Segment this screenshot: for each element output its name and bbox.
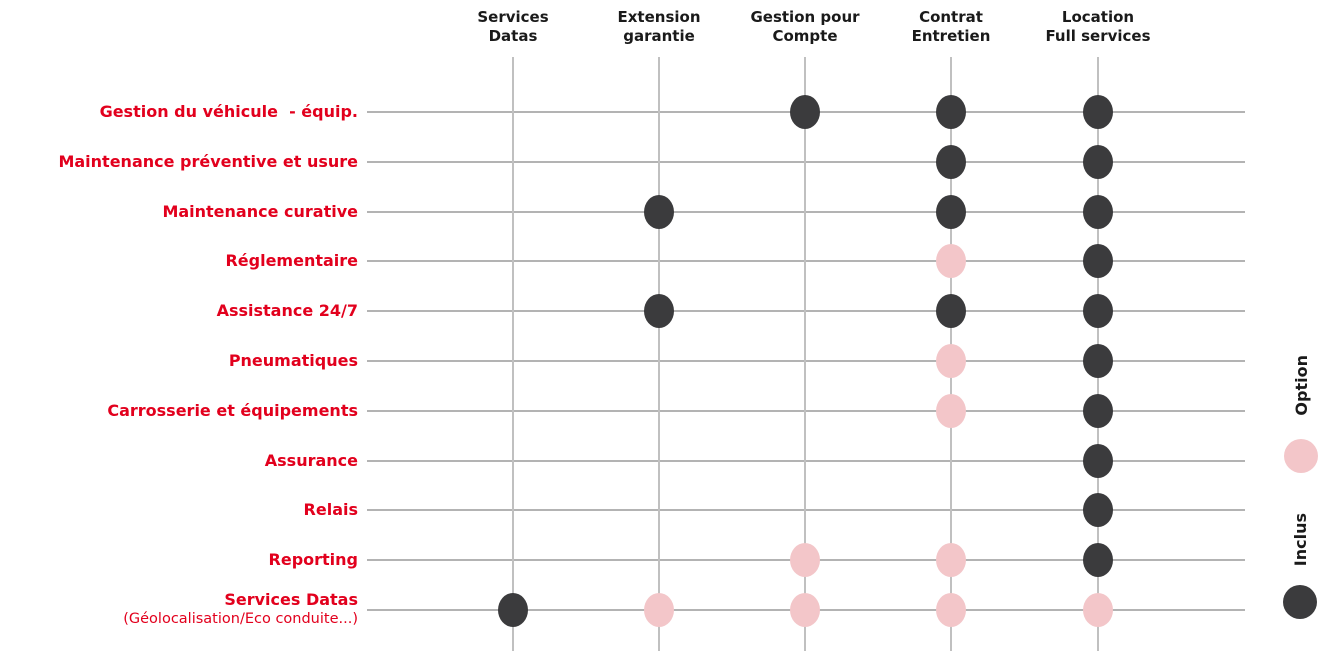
column-header-line: garantie	[623, 27, 695, 45]
row-label-text: Services Datas	[224, 590, 358, 609]
row-label: Assurance	[264, 451, 358, 470]
grid-line-vertical	[512, 57, 514, 651]
matrix-dot-inclus	[936, 95, 966, 129]
row-label: Maintenance préventive et usure	[58, 152, 358, 171]
row-label: Pneumatiques	[228, 351, 358, 370]
row-label: Reporting	[268, 550, 358, 569]
column-header-line: Full services	[1045, 27, 1151, 45]
grid-line-horizontal	[367, 460, 1245, 462]
row-label: Services Datas (Géolocalisation/Eco condu…	[0, 589, 358, 629]
matrix-dot-inclus	[790, 95, 820, 129]
row-sublabel-text: (Géolocalisation/Eco conduite...)	[123, 611, 358, 627]
row-label: Gestion du véhicule - équip.	[99, 102, 358, 121]
column-header-line: Entretien	[911, 27, 991, 45]
row-label: Réglementaire	[225, 251, 358, 270]
matrix-dot-inclus	[1083, 145, 1113, 179]
matrix-dot-option	[936, 543, 966, 577]
grid-line-horizontal	[367, 360, 1245, 362]
grid-line-vertical	[804, 57, 806, 651]
grid-line-horizontal	[367, 410, 1245, 412]
row-label: Carrosserie et équipements	[107, 401, 358, 420]
matrix-dot-inclus	[1083, 195, 1113, 229]
matrix-dot-inclus	[1083, 344, 1113, 378]
column-header: Services Datas	[428, 8, 598, 46]
column-header-line: Services	[477, 8, 549, 26]
matrix-dot-inclus	[936, 294, 966, 328]
matrix-dot-inclus	[1083, 394, 1113, 428]
column-header: Location Full services	[1013, 8, 1183, 46]
matrix-dot-inclus	[936, 195, 966, 229]
grid-line-horizontal	[367, 509, 1245, 511]
grid-line-vertical	[658, 57, 660, 651]
column-header-line: Contrat	[919, 8, 983, 26]
matrix-dot-inclus	[1083, 444, 1113, 478]
column-header: Gestion pour Compte	[720, 8, 890, 46]
matrix-dot-inclus	[1083, 95, 1113, 129]
legend-option-dot	[1284, 439, 1318, 473]
column-header-line: Location	[1061, 8, 1135, 26]
matrix-dot-option	[790, 593, 820, 627]
matrix-dot-option	[936, 344, 966, 378]
matrix-dot-inclus	[1083, 493, 1113, 527]
column-header-line: Extension	[617, 8, 701, 26]
column-header-line: Gestion pour	[750, 8, 860, 26]
matrix-dot-inclus	[1083, 543, 1113, 577]
legend-inclus-label: Inclus	[1291, 513, 1310, 567]
column-header-line: Compte	[772, 27, 838, 45]
legend-option-label: Option	[1292, 355, 1311, 416]
column-header: Contrat Entretien	[866, 8, 1036, 46]
row-label: Relais	[303, 500, 358, 519]
matrix-dot-inclus	[644, 294, 674, 328]
matrix-dot-inclus	[498, 593, 528, 627]
matrix-dot-option	[644, 593, 674, 627]
column-header: Extension garantie	[574, 8, 744, 46]
matrix-dot-option	[936, 244, 966, 278]
matrix-dot-option	[936, 593, 966, 627]
matrix-dot-option	[790, 543, 820, 577]
row-label: Assistance 24/7	[216, 301, 358, 320]
matrix-dot-inclus	[1083, 294, 1113, 328]
column-header-line: Datas	[488, 27, 538, 45]
grid-line-horizontal	[367, 260, 1245, 262]
row-label: Maintenance curative	[162, 202, 358, 221]
matrix-dot-inclus	[644, 195, 674, 229]
matrix-dot-option	[936, 394, 966, 428]
matrix-dot-inclus	[936, 145, 966, 179]
grid-line-horizontal	[367, 211, 1245, 213]
legend-inclus-dot	[1283, 585, 1317, 619]
matrix-dot-inclus	[1083, 244, 1113, 278]
grid-line-horizontal	[367, 161, 1245, 163]
grid-line-horizontal	[367, 310, 1245, 312]
matrix-dot-option	[1083, 593, 1113, 627]
